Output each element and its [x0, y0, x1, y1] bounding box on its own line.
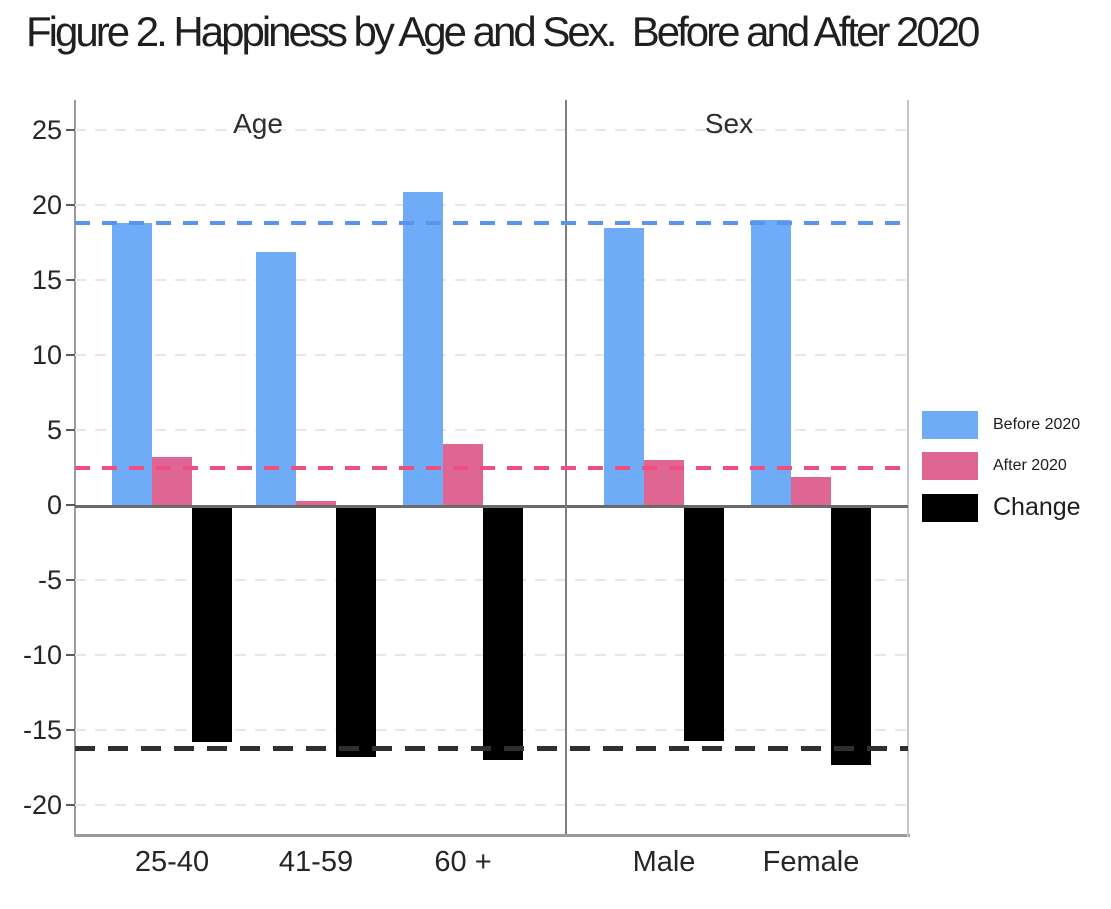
x-tick-label-60: 60 + [434, 846, 492, 878]
legend-item-before-2020: Before 2020 [922, 411, 1081, 439]
y-tick-mark-15 [66, 279, 75, 282]
bar-change-41-59 [336, 508, 376, 758]
legend-label-after-2020: After 2020 [993, 457, 1067, 474]
gridline--20 [75, 804, 908, 807]
mean-line-after-2020 [75, 465, 908, 470]
x-axis-line [74, 834, 910, 837]
legend: Before 2020 After 2020 Change [922, 411, 1081, 522]
legend-label-before-2020: Before 2020 [993, 416, 1081, 433]
y-tick-mark-5 [66, 429, 75, 432]
legend-swatch-change [922, 493, 978, 522]
y-tick-label--15: -15 [22, 715, 62, 746]
mean-line-change [75, 746, 908, 752]
bar-before-2020-41-59 [256, 251, 296, 506]
gridline-25 [75, 129, 908, 132]
legend-label-change: Change [993, 493, 1081, 521]
bar-change-25-40 [192, 508, 232, 743]
y-tick-mark--10 [66, 654, 75, 657]
y-tick-label-15: 15 [31, 265, 62, 296]
y-tick-mark-20 [66, 204, 75, 207]
x-tick-label-41-59: 41-59 [278, 846, 354, 878]
y-tick-mark-0 [66, 504, 75, 507]
bar-after-2020-25-40 [152, 457, 192, 506]
plot-area: Age Sex [75, 100, 908, 834]
mean-line-before-2020 [75, 221, 908, 226]
bar-after-2020-female [791, 476, 831, 506]
gridline-10 [75, 354, 908, 357]
x-tick-label-female: Female [762, 846, 860, 878]
y-tick-mark--5 [66, 579, 75, 582]
legend-item-after-2020: After 2020 [922, 452, 1081, 480]
panel-label-age: Age [233, 108, 283, 139]
gridline-15 [75, 279, 908, 282]
bar-change-60 [483, 508, 523, 761]
x-tick-label-25-40: 25-40 [134, 846, 210, 878]
bar-change-male [684, 508, 724, 741]
panel-label-sex: Sex [704, 108, 754, 139]
y-tick-mark--20 [66, 804, 75, 807]
figure-title: Figure 2. Happiness by Age and Sex. Befo… [26, 8, 980, 55]
y-tick-label--10: -10 [22, 640, 62, 671]
y-tick-label-10: 10 [31, 340, 62, 371]
gridline-5 [75, 429, 908, 432]
y-tick-mark-10 [66, 354, 75, 357]
gridline-20 [75, 204, 908, 207]
bar-change-female [831, 508, 871, 765]
y-tick-label--20: -20 [22, 790, 62, 821]
bar-after-2020-60 [443, 443, 483, 506]
bar-after-2020-41-59 [296, 500, 336, 506]
y-tick-label--5: -5 [37, 565, 62, 596]
legend-swatch-after-2020 [922, 452, 978, 480]
y-tick-label-25: 25 [31, 115, 62, 146]
y-tick-mark-25 [66, 129, 75, 132]
plot-right-border [907, 100, 909, 837]
zero-line [75, 505, 908, 509]
legend-item-change: Change [922, 493, 1081, 522]
y-tick-label-0: 0 [46, 490, 62, 521]
x-tick-label-male: Male [632, 846, 696, 878]
bar-before-2020-25-40 [112, 223, 152, 506]
y-tick-label-5: 5 [46, 415, 62, 446]
bar-before-2020-female [751, 220, 791, 506]
y-tick-mark--15 [66, 729, 75, 732]
legend-swatch-before-2020 [922, 411, 978, 439]
bar-before-2020-60 [403, 191, 443, 506]
y-tick-label-20: 20 [31, 190, 62, 221]
bar-before-2020-male [604, 227, 644, 506]
